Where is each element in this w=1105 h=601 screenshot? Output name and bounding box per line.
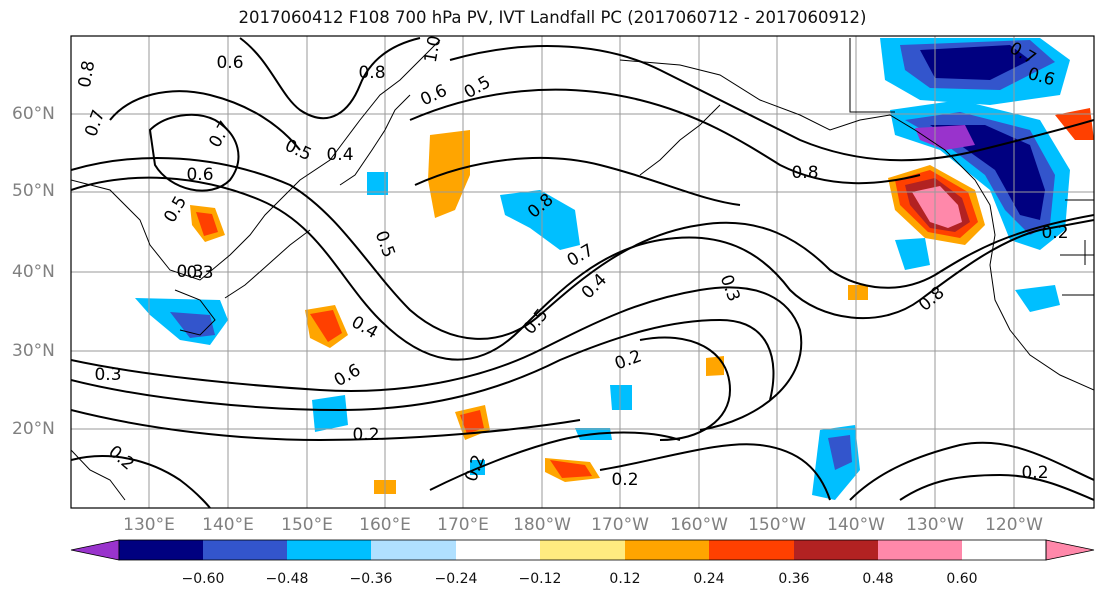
- coastlines: [71, 38, 1094, 501]
- colorbar-cell: [794, 540, 878, 560]
- colorbar-cell: [625, 540, 709, 560]
- contour-label: 0.7: [205, 118, 236, 151]
- lon-label: 150°W: [748, 515, 806, 535]
- lat-label-40n: 40°N: [12, 262, 55, 282]
- lon-label: 150°E: [281, 515, 333, 535]
- colorbar-tick-label: 0.36: [778, 571, 810, 587]
- contour-label: 0.5: [160, 193, 191, 226]
- colorbar-cell: [456, 540, 540, 560]
- contour-label: 0.3: [94, 365, 121, 385]
- contour-label: 0.6: [186, 165, 213, 185]
- colorbar-tick-label: 0.24: [693, 571, 725, 587]
- contour-label: 0.3: [716, 272, 744, 304]
- colorbar: [70, 539, 1095, 561]
- lon-label: 180°W: [513, 515, 571, 535]
- lat-label-30n: 30°N: [12, 341, 55, 361]
- contour-label: 0.7: [81, 107, 109, 139]
- graticule: [71, 36, 1094, 508]
- contour-label: 0.8: [358, 63, 385, 83]
- contour-label: 0.8: [75, 59, 99, 89]
- lat-label-20n: 20°N: [12, 419, 55, 439]
- contour-label: 0.5: [371, 228, 399, 260]
- lon-label: 170°W: [591, 515, 649, 535]
- colorbar-cell: [540, 540, 625, 560]
- lon-label: 160°W: [670, 515, 728, 535]
- colorbar-tick-label: −0.24: [434, 571, 478, 587]
- contour-label: 0.2: [104, 442, 138, 475]
- lon-label: 170°E: [437, 515, 489, 535]
- colorbar-cell: [287, 540, 371, 560]
- colorbar-cell: [119, 540, 203, 560]
- map-title: 2017060412 F108 700 hPa PV, IVT Landfall…: [238, 8, 867, 27]
- contour-label: 0.2: [612, 346, 644, 374]
- contour-label: 0.5: [461, 72, 494, 103]
- contour-label: 0.8: [791, 163, 818, 183]
- colorbar-cell: [709, 540, 794, 560]
- shaded-anomalies: [135, 38, 1094, 500]
- lon-label: 160°E: [359, 515, 411, 535]
- colorbar-tick-label: −0.48: [265, 571, 309, 587]
- colorbar-tick-label: −0.36: [349, 571, 393, 587]
- lon-label: 130°E: [123, 515, 175, 535]
- contour-label: 0.8: [915, 283, 949, 316]
- contour-label: 1.0: [421, 34, 445, 64]
- colorbar-cell: [371, 540, 456, 560]
- contour-label: 0.2: [352, 425, 379, 445]
- contour-label: 0.5: [282, 136, 315, 166]
- lon-label: 120°W: [985, 515, 1043, 535]
- colorbar-cell: [203, 540, 287, 560]
- contour-label: 0.6: [331, 360, 364, 391]
- lon-label: 130°W: [906, 515, 964, 535]
- lat-label-60n: 60°N: [12, 104, 55, 124]
- lon-label: 140°W: [827, 515, 885, 535]
- colorbar-tick-label: 0.12: [609, 571, 641, 587]
- contour-label: 0.2: [1041, 223, 1068, 243]
- contour-label: 0.5: [520, 305, 553, 339]
- contour-label: 0.4: [326, 145, 353, 165]
- contour-label: 0.6: [216, 53, 243, 73]
- lat-label-50n: 50°N: [12, 181, 55, 201]
- contour-label: 0.3: [186, 263, 213, 283]
- colorbar-tick-label: −0.12: [518, 571, 562, 587]
- pv-contours: [71, 37, 1094, 508]
- lon-label: 140°E: [202, 515, 254, 535]
- contour-label: 0.2: [1021, 463, 1048, 483]
- contour-label: 0.2: [611, 470, 638, 490]
- contour-label: 0.2: [461, 452, 489, 484]
- colorbar-tick-label: −0.60: [181, 571, 225, 587]
- contour-label: 0.4: [578, 270, 611, 303]
- map-frame: [70, 35, 1095, 509]
- colorbar-tick-label: 0.48: [862, 571, 894, 587]
- colorbar-tick-label: 0.60: [946, 571, 978, 587]
- colorbar-cell: [878, 540, 962, 560]
- contour-label: 0.3: [176, 262, 203, 282]
